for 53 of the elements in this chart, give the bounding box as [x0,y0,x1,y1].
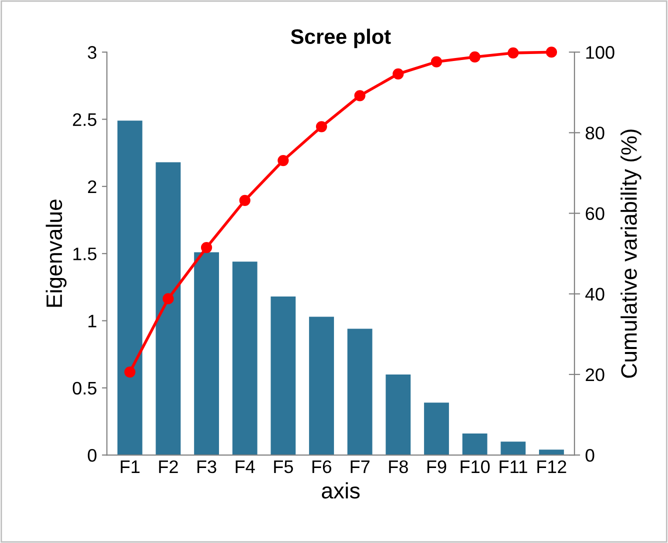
point [124,366,136,378]
y2-tick-label: 60 [586,207,604,220]
y-tick-label: 2 [88,180,96,193]
bar [347,328,372,456]
bar [539,450,564,456]
point [239,194,250,206]
y2-tick-label: 0 [586,448,594,462]
x-tick-label: F8 [389,460,408,474]
point [508,47,519,58]
point [278,154,289,166]
bar [424,402,449,456]
y2-tick-label: 100 [586,46,614,59]
y-tick-label: 0 [88,448,96,462]
x-tick-label: F7 [350,460,370,473]
x-tick-label: F10 [460,460,490,474]
x-tick-label: F12 [537,460,566,473]
y2-tick-label: 40 [585,288,604,301]
x-tick-label: F5 [274,460,293,474]
x-tick-label: F1 [120,460,140,473]
y2-tick-label: 80 [586,126,604,140]
point [430,56,442,68]
bar [232,262,258,456]
bar [386,374,411,456]
y-tick-label: 1 [88,314,96,328]
point [354,90,366,102]
y-tick-label: 0.5 [72,382,96,395]
x-tick-label: F4 [236,460,255,473]
point [200,242,212,254]
x-tick-label: F2 [159,460,178,473]
y2-axis-title: Cumulative variability (%) [620,130,642,378]
chart-title: Scree plot [290,28,391,48]
y-tick-label: 3 [88,46,96,59]
y2-tick-label: 20 [586,368,604,382]
y-axis-title: Eigenvalue [46,200,67,307]
x-tick-label: F3 [197,460,216,474]
x-axis-title: axis [322,482,360,499]
y-tick-label: 1.5 [73,248,96,260]
bar [462,434,488,456]
point [162,293,174,304]
x-tick-label: F9 [427,460,446,474]
x-tick-label: F11 [500,460,528,473]
point [316,121,328,132]
bar [194,252,219,456]
point [469,51,480,63]
point [392,68,404,80]
point [546,46,558,58]
bar [117,120,142,456]
bar [309,316,334,456]
bar [500,442,526,456]
bar [270,296,296,456]
bar [156,162,181,456]
x-tick-label: F6 [312,460,332,474]
y-tick-label: 2.5 [72,113,96,126]
